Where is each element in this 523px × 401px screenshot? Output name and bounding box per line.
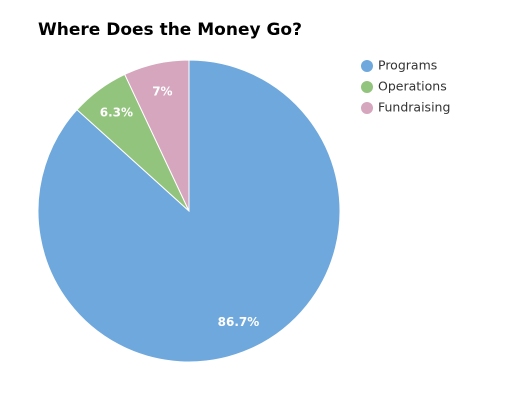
legend-marker	[361, 60, 373, 72]
legend-label: Operations	[378, 79, 447, 94]
legend-marker	[361, 102, 373, 114]
legend-marker	[361, 81, 373, 93]
chart-title: Where Does the Money Go?	[38, 20, 302, 40]
legend-label: Fundraising	[378, 100, 450, 115]
legend-label: Programs	[378, 58, 437, 73]
slice-label: 86.7%	[218, 315, 260, 329]
slice-label: 6.3%	[100, 105, 133, 119]
pie-slice	[124, 59, 190, 212]
slice-label: 7%	[152, 84, 172, 98]
